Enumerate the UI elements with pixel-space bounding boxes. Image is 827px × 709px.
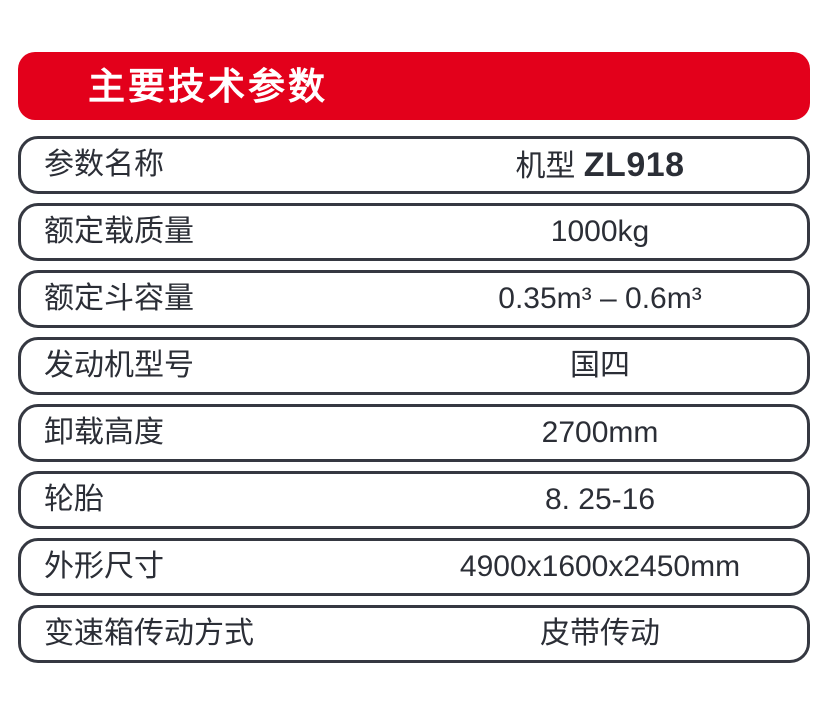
- section-banner: 主要技术参数: [18, 52, 810, 120]
- table-row: 发动机型号 国四: [18, 337, 810, 395]
- row-label: 卸载高度: [44, 416, 164, 449]
- row-value: 1000kg: [550, 215, 650, 248]
- table-row: 变速箱传动方式 皮带传动: [18, 605, 810, 663]
- row-value: 8. 25-16: [544, 483, 656, 516]
- model-prefix: 机型: [515, 150, 584, 183]
- row-value: 皮带传动: [540, 617, 660, 650]
- table-row: 轮胎 8. 25-16: [18, 471, 810, 529]
- row-label: 额定载质量: [44, 215, 194, 248]
- row-value: 2700mm: [541, 416, 659, 449]
- table-row: 额定斗容量 0.35m³ – 0.6m³: [18, 270, 810, 328]
- row-value: 国四: [570, 349, 630, 382]
- table-row: 额定载质量 1000kg: [18, 203, 810, 261]
- row-label: 外形尺寸: [44, 550, 164, 583]
- model-designation: ZL918: [583, 146, 685, 184]
- row-value: 0.35m³ – 0.6m³: [498, 282, 702, 315]
- table-row: 参数名称 机型 ZL918: [18, 136, 810, 194]
- row-label: 轮胎: [44, 483, 104, 516]
- row-value: 机型 ZL918: [421, 148, 807, 182]
- row-label: 额定斗容量: [44, 282, 194, 315]
- row-label: 参数名称: [44, 148, 164, 181]
- spec-table: 参数名称 机型 ZL918 额定载质量 1000kg 额定斗容量 0.35m³ …: [18, 136, 810, 663]
- row-label: 变速箱传动方式: [44, 617, 254, 650]
- row-value: 4900x1600x2450mm: [459, 550, 741, 583]
- row-label: 发动机型号: [44, 349, 194, 382]
- section-title: 主要技术参数: [88, 65, 328, 107]
- table-row: 外形尺寸 4900x1600x2450mm: [18, 538, 810, 596]
- table-row: 卸载高度 2700mm: [18, 404, 810, 462]
